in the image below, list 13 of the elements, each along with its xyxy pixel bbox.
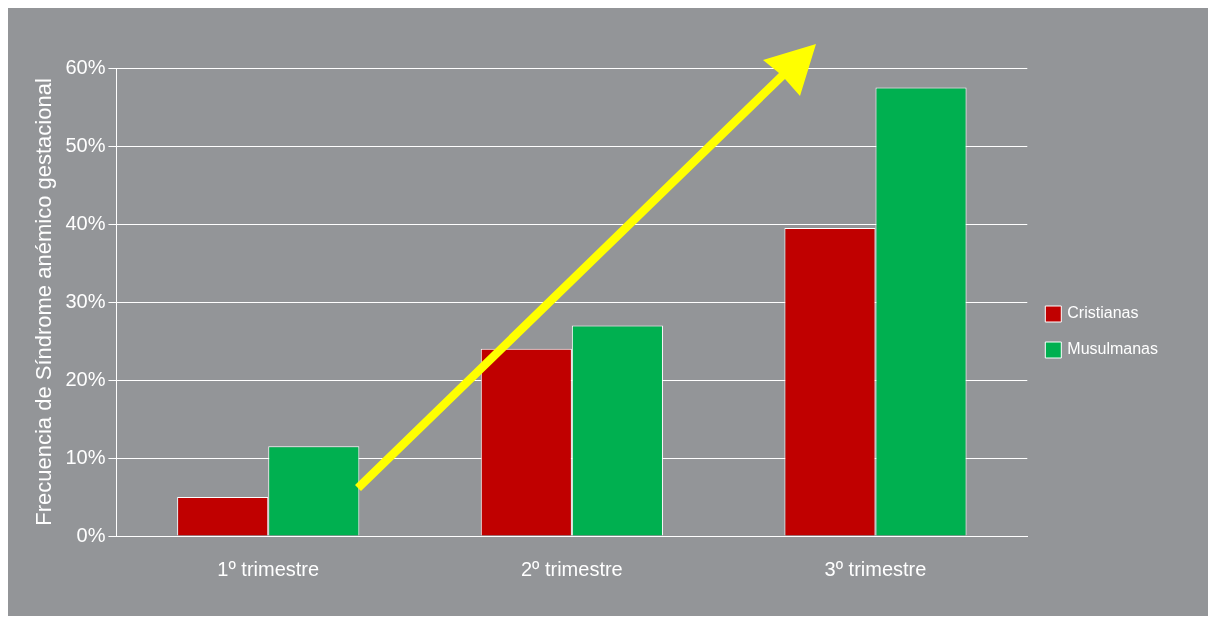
- y-axis-title: Frecuencia de Síndrome anémico gestacional: [31, 78, 57, 526]
- y-tick-label: 10%: [65, 445, 106, 468]
- legend-label: Musulmanas: [1067, 340, 1158, 358]
- x-tick-label: 2º trimestre: [520, 557, 623, 580]
- y-tick-label: 0%: [76, 523, 106, 546]
- legend-label: Cristianas: [1067, 304, 1139, 322]
- y-tick-label: 30%: [65, 289, 106, 312]
- y-tick-label: 50%: [65, 133, 106, 156]
- y-tick-label: 20%: [65, 367, 106, 390]
- x-tick-label: 3º trimestre: [824, 557, 927, 580]
- y-tick-label: 40%: [65, 211, 106, 234]
- y-tick-label: 60%: [65, 55, 106, 78]
- x-tick-label: 1º trimestre: [217, 557, 320, 580]
